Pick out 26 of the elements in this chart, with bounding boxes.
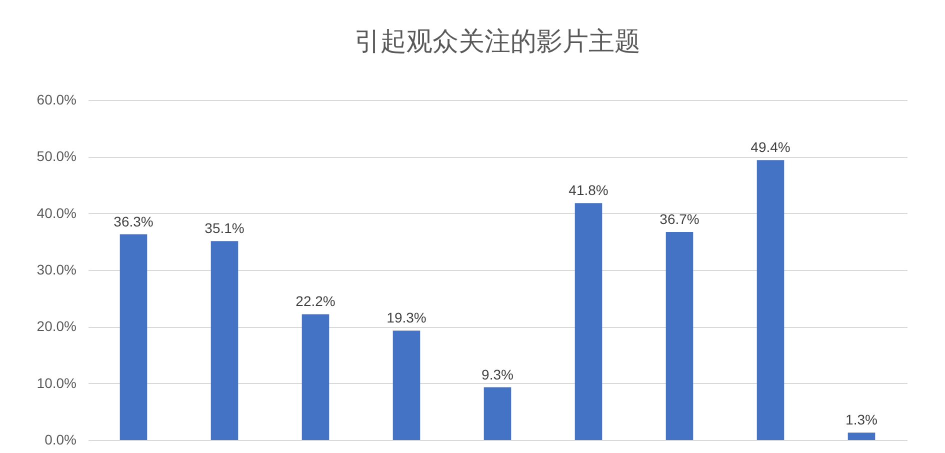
data-label: 41.8% bbox=[568, 182, 608, 198]
bar bbox=[392, 330, 420, 440]
data-label: 35.1% bbox=[204, 220, 244, 236]
y-tick-label: 40.0% bbox=[36, 204, 76, 221]
bar bbox=[756, 160, 784, 440]
bar bbox=[484, 387, 512, 440]
data-label: 19.3% bbox=[386, 310, 426, 326]
y-tick-label: 20.0% bbox=[36, 318, 76, 334]
bar bbox=[848, 432, 876, 440]
bar bbox=[210, 241, 238, 440]
y-tick-label: 50.0% bbox=[36, 148, 76, 164]
data-label: 1.3% bbox=[846, 412, 878, 428]
y-tick-label: 30.0% bbox=[36, 262, 76, 278]
bar bbox=[574, 203, 602, 440]
data-label: 9.3% bbox=[482, 366, 514, 382]
data-label: 22.2% bbox=[296, 293, 336, 310]
bar bbox=[120, 234, 148, 440]
chart-title: 引起观众关注的影片主题 bbox=[354, 26, 640, 56]
y-tick-label: 0.0% bbox=[44, 432, 76, 448]
y-tick-label: 10.0% bbox=[36, 374, 76, 391]
data-label: 36.3% bbox=[114, 213, 154, 230]
bar bbox=[302, 314, 330, 440]
data-label: 36.7% bbox=[660, 211, 700, 228]
data-label: 49.4% bbox=[750, 139, 790, 156]
y-tick-label: 60.0% bbox=[36, 92, 76, 108]
bar bbox=[666, 232, 694, 440]
